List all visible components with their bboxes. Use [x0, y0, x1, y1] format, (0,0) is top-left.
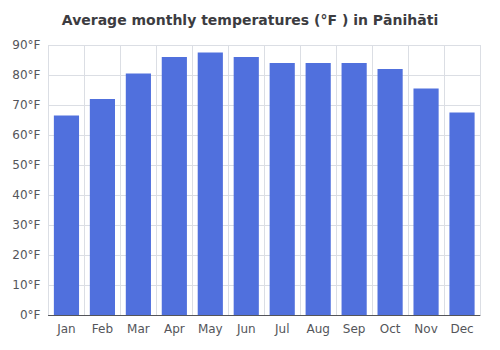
svg-text:Nov: Nov	[414, 322, 437, 336]
svg-text:Sep: Sep	[343, 322, 366, 336]
svg-text:May: May	[198, 322, 223, 336]
svg-text:60°F: 60°F	[12, 128, 40, 142]
svg-text:50°F: 50°F	[12, 158, 40, 172]
svg-text:Average monthly temperatures (: Average monthly temperatures (°F ) in Pā…	[62, 12, 438, 28]
svg-text:90°F: 90°F	[12, 38, 40, 52]
svg-text:Aug: Aug	[306, 322, 329, 336]
svg-text:Jun: Jun	[236, 322, 256, 336]
svg-text:20°F: 20°F	[12, 248, 40, 262]
svg-text:Apr: Apr	[164, 322, 185, 336]
svg-text:0°F: 0°F	[20, 308, 41, 322]
svg-text:Mar: Mar	[127, 322, 150, 336]
svg-text:Feb: Feb	[92, 322, 113, 336]
svg-text:Dec: Dec	[450, 322, 473, 336]
svg-text:Oct: Oct	[380, 322, 401, 336]
svg-text:30°F: 30°F	[12, 218, 40, 232]
svg-text:Jul: Jul	[274, 322, 289, 336]
svg-text:40°F: 40°F	[12, 188, 40, 202]
svg-text:70°F: 70°F	[12, 98, 40, 112]
svg-text:80°F: 80°F	[12, 68, 40, 82]
svg-text:10°F: 10°F	[12, 278, 40, 292]
svg-text:Jan: Jan	[56, 322, 76, 336]
